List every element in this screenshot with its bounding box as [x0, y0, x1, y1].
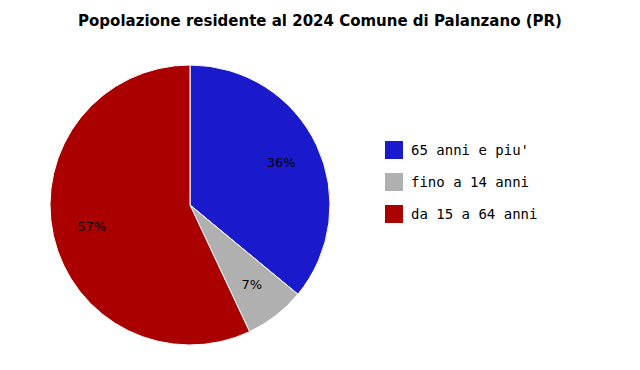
legend-swatch [385, 141, 403, 159]
legend-item: 65 anni e piu' [385, 141, 529, 159]
legend-label: da 15 a 64 anni [411, 206, 537, 222]
legend: 65 anni e piu' fino a 14 anni da 15 a 64 a… [385, 141, 537, 223]
data-label: 7% [241, 277, 262, 292]
data-labels: 36% 7% 57% [77, 155, 295, 293]
chart-container: Popolazione residente al 2024 Comune di … [0, 0, 640, 370]
pie [50, 65, 330, 345]
chart-svg: Popolazione residente al 2024 Comune di … [0, 0, 640, 370]
data-label: 57% [77, 219, 106, 234]
legend-label: 65 anni e piu' [411, 142, 529, 158]
legend-swatch [385, 205, 403, 223]
legend-item: fino a 14 anni [385, 173, 529, 191]
pie-slice [50, 65, 250, 345]
legend-swatch [385, 173, 403, 191]
legend-label: fino a 14 anni [411, 174, 529, 190]
legend-item: da 15 a 64 anni [385, 205, 537, 223]
title: Popolazione residente al 2024 Comune di … [78, 12, 562, 30]
data-label: 36% [267, 155, 296, 170]
